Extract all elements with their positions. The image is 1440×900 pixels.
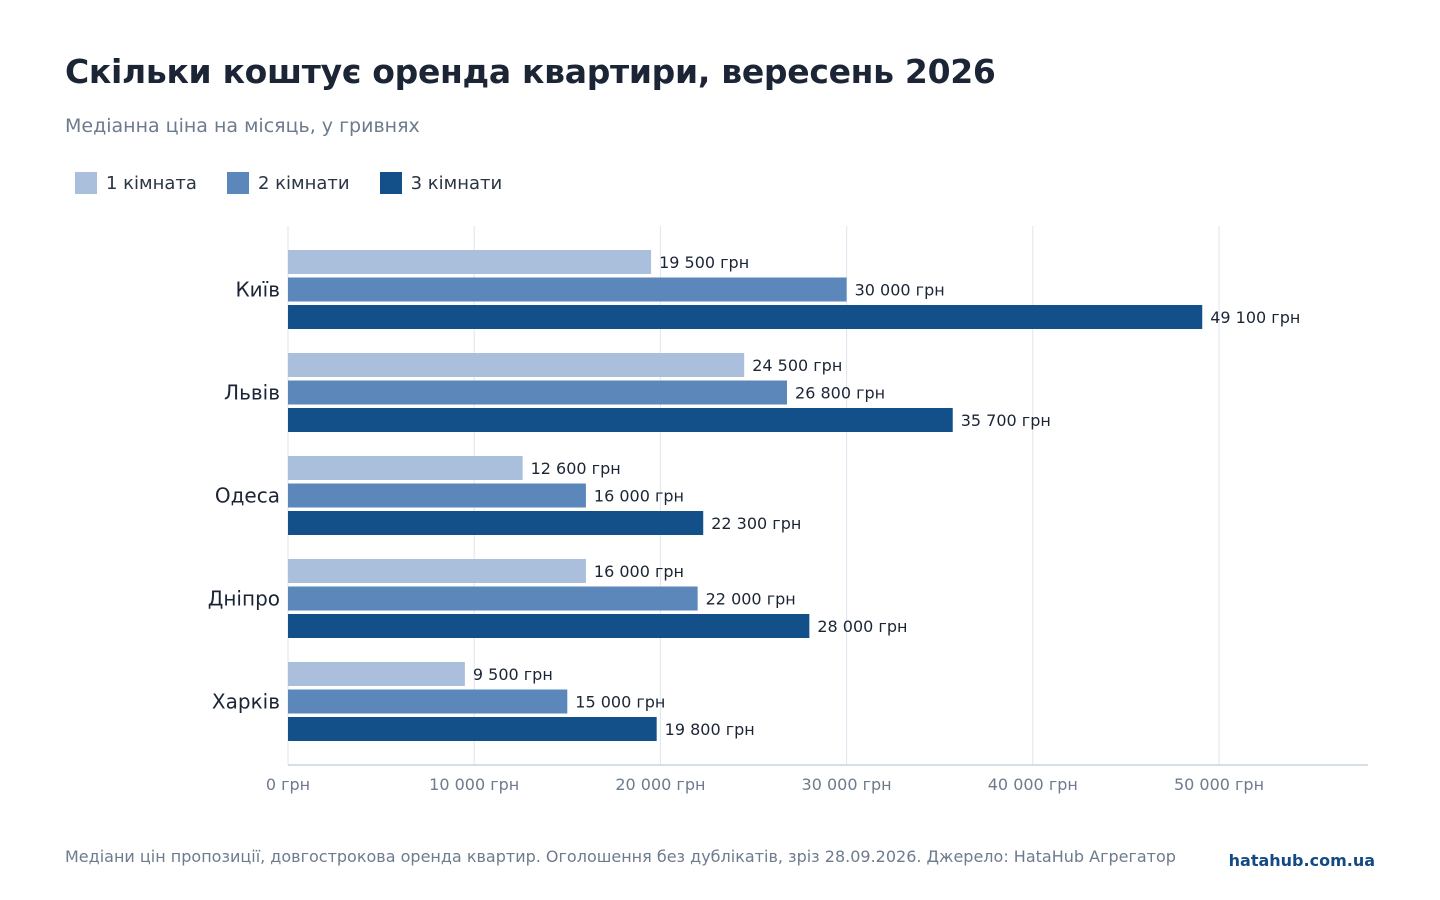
bar-4-1 [288, 689, 568, 714]
bar-value-label-1-2: 35 700 грн [961, 411, 1051, 430]
legend-label-1-room: 1 кімната [106, 172, 197, 194]
legend: 1 кімната 2 кімнати 3 кімнати [75, 172, 502, 194]
x-tick-label-2: 20 000 грн [615, 775, 705, 794]
bar-0-1 [288, 277, 847, 302]
legend-swatch-2-rooms [226, 172, 249, 194]
legend-swatch-3-rooms [379, 172, 402, 194]
bar-value-label-1-1: 26 800 грн [795, 384, 885, 403]
bar-value-label-3-2: 28 000 грн [817, 617, 907, 636]
bar-value-label-1-0: 24 500 грн [752, 356, 842, 375]
category-label-3: Дніпро [208, 587, 280, 611]
legend-item-1-room: 1 кімната [75, 172, 197, 194]
x-tick-label-4: 40 000 грн [988, 775, 1078, 794]
bar-value-label-0-2: 49 100 грн [1210, 308, 1300, 327]
bar-value-label-2-2: 22 300 грн [711, 514, 801, 533]
brand-link[interactable]: hatahub.com.ua [1228, 851, 1375, 870]
category-label-1: Львів [224, 381, 280, 405]
bar-4-2 [288, 717, 657, 741]
bar-value-label-3-0: 16 000 грн [594, 562, 684, 581]
x-tick-label-1: 10 000 грн [429, 775, 519, 794]
bar-3-1 [288, 586, 698, 611]
chart-title: Скільки коштує оренда квартири, вересень… [65, 52, 996, 91]
bar-4-0 [288, 662, 465, 686]
bar-value-label-0-1: 30 000 грн [855, 281, 945, 300]
category-label-2: Одеса [215, 484, 280, 508]
bar-value-label-4-0: 9 500 грн [473, 665, 553, 684]
x-tick-label-0: 0 грн [266, 775, 310, 794]
bar-value-label-0-0: 19 500 грн [659, 253, 749, 272]
legend-item-3-rooms: 3 кімнати [379, 172, 503, 194]
bar-value-label-2-1: 16 000 грн [594, 487, 684, 506]
category-label-4: Харків [212, 690, 280, 714]
bar-value-label-3-1: 22 000 грн [706, 590, 796, 609]
legend-label-2-rooms: 2 кімнати [257, 172, 350, 194]
category-label-0: Київ [235, 278, 280, 302]
bar-0-0 [288, 250, 652, 274]
source-footnote: Медіани цін пропозиції, довгострокова ор… [65, 847, 1176, 866]
bar-2-1 [288, 483, 586, 508]
x-tick-label-5: 50 000 грн [1174, 775, 1264, 794]
bar-value-label-4-2: 19 800 грн [665, 720, 755, 739]
x-tick-label-3: 30 000 грн [802, 775, 892, 794]
chart-subtitle: Медіанна ціна на місяць, у гривнях [65, 115, 420, 137]
bar-1-0 [288, 353, 745, 377]
bar-value-label-2-0: 12 600 грн [531, 459, 621, 478]
bar-1-2 [288, 408, 953, 432]
bar-3-2 [288, 614, 810, 638]
bar-1-1 [288, 380, 788, 405]
bar-0-2 [288, 305, 1203, 329]
bar-value-label-4-1: 15 000 грн [575, 693, 665, 712]
bar-2-2 [288, 511, 704, 535]
legend-label-3-rooms: 3 кімнати [410, 172, 503, 194]
bar-2-0 [288, 456, 523, 480]
legend-swatch-1-room [75, 172, 97, 194]
bar-3-0 [288, 559, 586, 583]
legend-item-2-rooms: 2 кімнати [226, 172, 350, 194]
